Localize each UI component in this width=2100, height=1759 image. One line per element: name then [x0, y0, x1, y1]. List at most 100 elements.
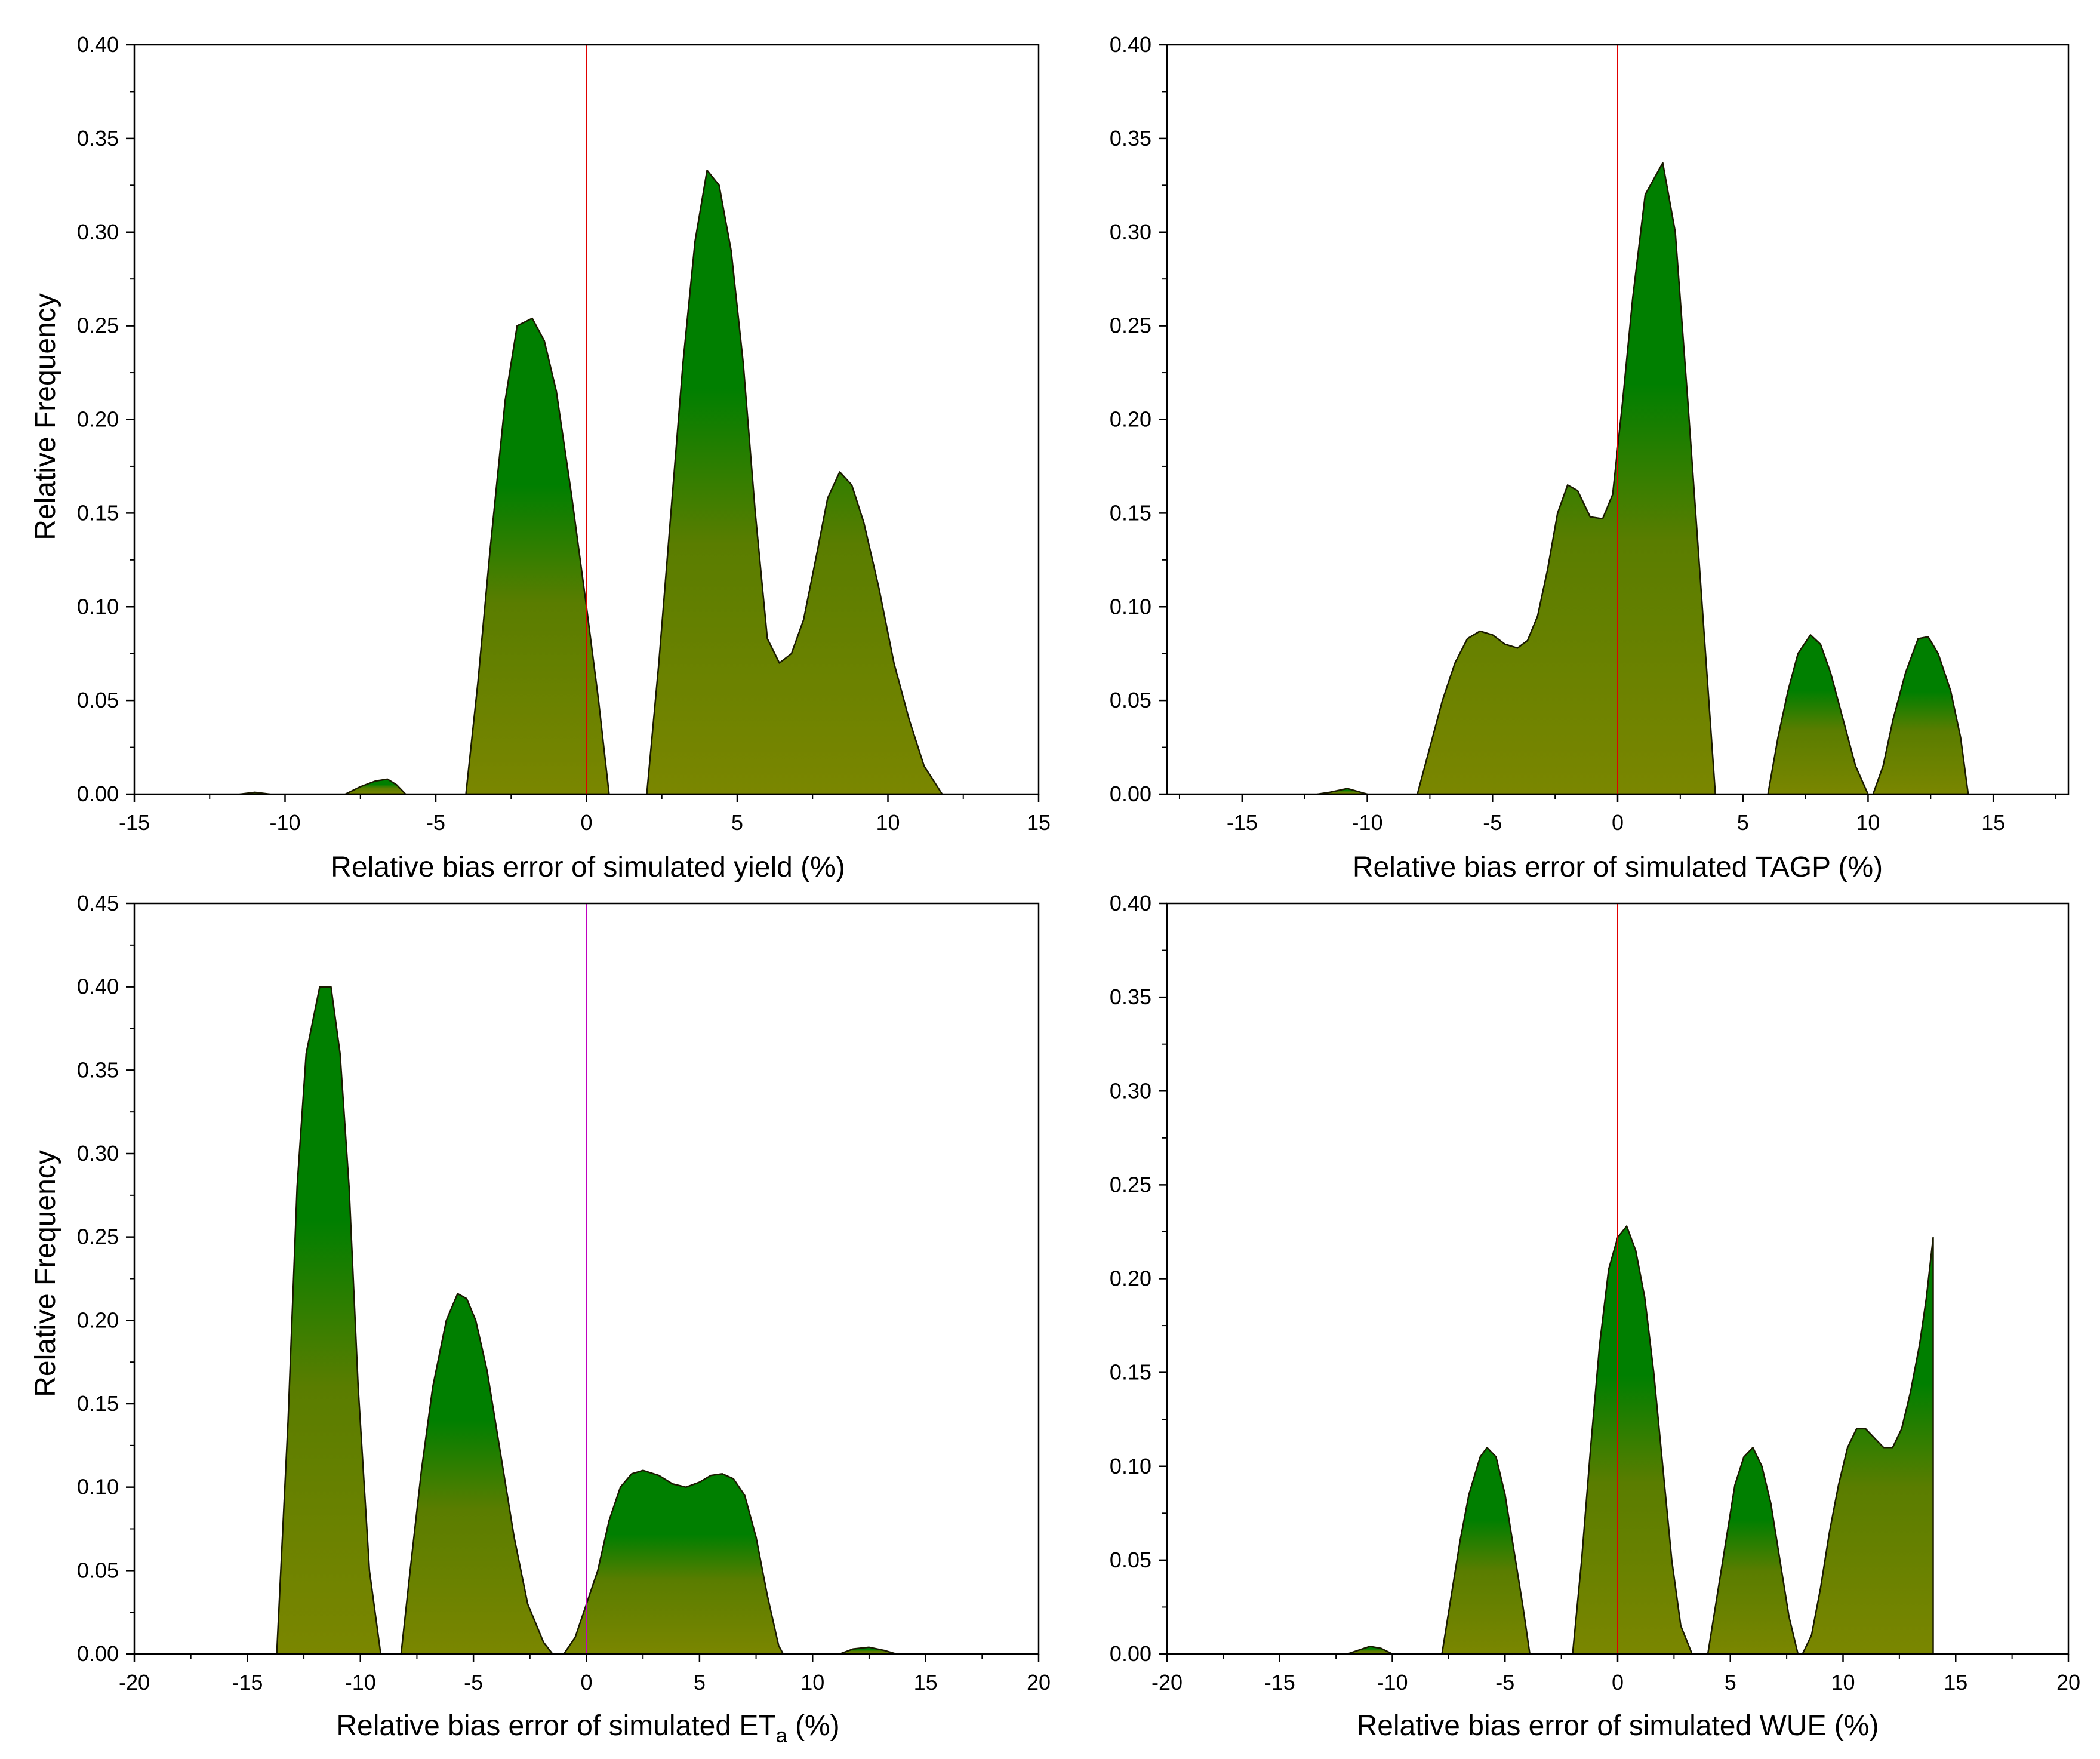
panel-wue-area-0: [1346, 1646, 1393, 1655]
panel-wue-xtick-label: -15: [1264, 1670, 1295, 1695]
panel-wue-ytick-label: 0.30: [1110, 1078, 1151, 1103]
panel-eta-xtick-label: -20: [119, 1670, 150, 1695]
panel-eta-xtick-label: -10: [345, 1670, 376, 1695]
panel-tagp-area-1: [1417, 162, 1716, 795]
panel-yield-ytick-label: 0.35: [77, 126, 119, 150]
panel-eta-ytick-label: 0.15: [77, 1391, 119, 1416]
panel-tagp-ytick-label: 0.20: [1110, 407, 1151, 432]
panel-tagp-plot: 0.00 0.05 0.10 0.15 0.20 0.25 0.30 0.35 0.40 -15 -…: [1110, 32, 2070, 835]
panel-eta-ytick-label: 0.05: [77, 1558, 119, 1582]
panel-eta-ytick-label: 0.10: [77, 1475, 119, 1499]
panel-yield-ytick-label: 0.20: [77, 407, 119, 432]
panel-wue-area-4: [1802, 1237, 1934, 1655]
panel-yield-ytick-label: 0.10: [77, 594, 119, 619]
panel-wue-ytick-label: 0.40: [1110, 891, 1151, 915]
panel-eta-xtick-label: 15: [914, 1670, 938, 1695]
panel-eta-ylabel: Relative Frequency: [30, 1150, 61, 1397]
panel-tagp-xtick-label: 15: [1981, 810, 2005, 835]
panel-wue-xtick-label: -20: [1151, 1670, 1183, 1695]
panel-eta-ytick-label: 0.35: [77, 1057, 119, 1082]
panel-yield-ytick-label: 0.40: [77, 32, 119, 57]
panel-tagp-ytick-label: 0.00: [1110, 782, 1151, 806]
panel-wue-ytick-label: 0.35: [1110, 985, 1151, 1009]
panel-tagp-ytick-label: 0.15: [1110, 500, 1151, 525]
panel-tagp-xtick-label: 10: [1856, 810, 1880, 835]
panel-yield-xtick-label: 0: [580, 810, 592, 835]
panel-eta-xlabel-sub: a: [776, 1724, 787, 1747]
panel-yield-area-2: [465, 317, 610, 795]
panel-wue-area-3: [1707, 1447, 1799, 1655]
panel-tagp-area-3: [1872, 636, 1969, 795]
panel-eta-area-3: [839, 1646, 897, 1655]
panel-wue-ytick-label: 0.10: [1110, 1454, 1151, 1478]
panel-yield-ylabel: Relative Frequency: [30, 293, 61, 540]
panel-tagp-ytick-label: 0.05: [1110, 688, 1151, 712]
panel-wue-area-1: [1441, 1447, 1531, 1655]
panel-yield-xtick-label: 15: [1027, 810, 1051, 835]
panel-eta: 0.00 0.05 0.10 0.15 0.20 0.25 0.30 0.35 0.40 0.45…: [30, 891, 1051, 1747]
panel-tagp-ytick-label: 0.10: [1110, 594, 1151, 619]
panel-yield-ytick-label: 0.00: [77, 782, 119, 806]
panel-wue-ytick-label: 0.15: [1110, 1360, 1151, 1385]
panel-yield-xtick-label: -5: [426, 810, 445, 835]
panel-yield: 0.00 0.05 0.10 0.15 0.20 0.25 0.30 0.35 0.40 -15 -…: [30, 32, 1051, 883]
panel-wue-xtick-label: -5: [1495, 1670, 1514, 1695]
panel-tagp-xtick-label: 0: [1612, 810, 1624, 835]
panel-yield-area-1: [344, 778, 407, 795]
panel-wue-ytick-label: 0.20: [1110, 1266, 1151, 1291]
panel-yield-ytick-label: 0.25: [77, 313, 119, 338]
panel-yield-xtick-label: 10: [876, 810, 900, 835]
panel-yield-xtick-label: -15: [119, 810, 150, 835]
panel-wue-xlabel: Relative bias error of simulated WUE (%): [1357, 1710, 1879, 1742]
panel-eta-xtick-label: -15: [232, 1670, 263, 1695]
panel-eta-xlabel: Relative bias error of simulated ETa (%): [336, 1710, 839, 1747]
panel-tagp: 0.00 0.05 0.10 0.15 0.20 0.25 0.30 0.35 0.40 -15 -…: [1110, 32, 2070, 883]
panel-wue-xtick-label: -10: [1377, 1670, 1408, 1695]
panel-yield-ytick-label: 0.05: [77, 688, 119, 712]
panel-eta-plot: 0.00 0.05 0.10 0.15 0.20 0.25 0.30 0.35 0.40 0.45…: [77, 891, 1051, 1695]
panel-tagp-area-2: [1767, 634, 1869, 795]
panel-wue-ytick-label: 0.25: [1110, 1172, 1151, 1197]
panel-eta-xtick-label: 5: [694, 1670, 706, 1695]
panel-yield-ytick-label: 0.30: [77, 220, 119, 244]
panel-tagp-ytick-label: 0.35: [1110, 126, 1151, 150]
panel-eta-ytick-label: 0.40: [77, 974, 119, 999]
panel-eta-xtick-label: 20: [1027, 1670, 1051, 1695]
panel-wue-xtick-label: 10: [1831, 1670, 1855, 1695]
panel-yield-ytick-label: 0.15: [77, 500, 119, 525]
panel-yield-xtick-label: 5: [731, 810, 743, 835]
panel-eta-xtick-label: 0: [580, 1670, 592, 1695]
panel-eta-xtick-label: -5: [464, 1670, 483, 1695]
panel-wue-ytick-label: 0.00: [1110, 1641, 1151, 1666]
panel-tagp-ytick-label: 0.40: [1110, 32, 1151, 57]
panel-eta-ytick-label: 0.20: [77, 1308, 119, 1332]
panel-wue-plot: 0.00 0.05 0.10 0.15 0.20 0.25 0.30 0.35 0.40 -20 -…: [1110, 891, 2080, 1695]
panel-tagp-area-0: [1316, 788, 1368, 795]
panel-eta-area-0: [276, 986, 382, 1655]
panel-tagp-ytick-label: 0.30: [1110, 220, 1151, 244]
panel-eta-ytick-label: 0.30: [77, 1141, 119, 1166]
panel-eta-xlabel-tail: (%): [787, 1710, 840, 1742]
panel-eta-ytick-label: 0.25: [77, 1225, 119, 1249]
panel-yield-xtick-label: -10: [269, 810, 300, 835]
panel-wue-ytick-label: 0.05: [1110, 1548, 1151, 1572]
panel-eta-ytick-label: 0.00: [77, 1641, 119, 1666]
panel-yield-plot: 0.00 0.05 0.10 0.15 0.20 0.25 0.30 0.35 0.40 -15 -…: [77, 32, 1051, 835]
panel-eta-ytick-label: 0.45: [77, 891, 119, 915]
panel-tagp-xlabel: Relative bias error of simulated TAGP (%…: [1353, 851, 1883, 883]
panel-eta-xtick-label: 10: [800, 1670, 824, 1695]
panel-tagp-xtick-label: 5: [1737, 810, 1749, 835]
panel-yield-xlabel: Relative bias error of simulated yield (…: [331, 851, 845, 883]
panel-eta-area-1: [400, 1293, 553, 1655]
panel-eta-area-2: [563, 1469, 784, 1655]
panel-tagp-xtick-label: -10: [1352, 810, 1383, 835]
panel-tagp-xtick-label: -5: [1483, 810, 1502, 835]
panel-tagp-xtick-label: -15: [1227, 810, 1258, 835]
panel-wue-xtick-label: 20: [2056, 1670, 2080, 1695]
panel-wue-xtick-label: 5: [1725, 1670, 1736, 1695]
panel-wue-area-2: [1572, 1225, 1693, 1655]
panel-eta-xlabel-main: Relative bias error of simulated ET: [336, 1710, 775, 1742]
panel-tagp-ytick-label: 0.25: [1110, 313, 1151, 338]
panel-wue-xtick-label: 0: [1612, 1670, 1624, 1695]
